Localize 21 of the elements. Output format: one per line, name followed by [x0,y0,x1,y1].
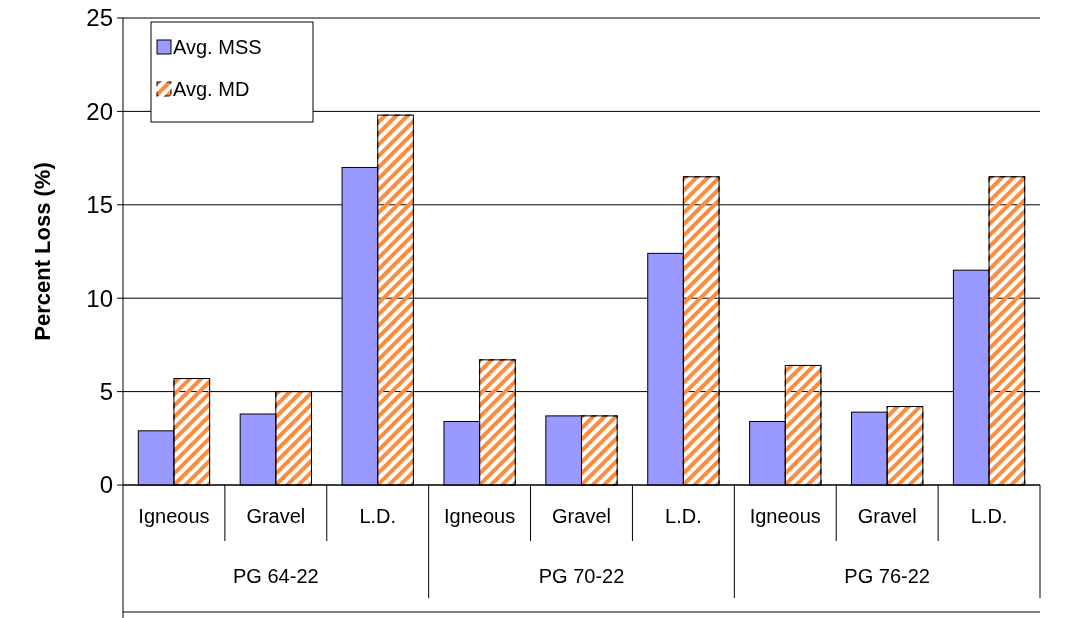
y-tick-label: 15 [86,191,113,219]
x-tick-label: Igneous [138,505,210,527]
x-tick-label: L.D. [970,505,1008,527]
x-tick-label: Igneous [444,505,516,527]
y-tick-label: 20 [86,97,113,125]
legend-label: Avg. MD [173,78,250,100]
text: PG 70-22 [538,565,625,587]
x-tick-label: L.D. [665,505,702,527]
text: PG 64-22 [233,565,319,587]
y-tick-label: 0 [99,471,113,499]
y-tick-label: 5 [99,378,113,405]
legend-label: Avg. MSS [173,36,262,58]
x-tick-label: Gravel [552,505,611,527]
y-tick-label: 25 [86,4,113,32]
x-tick-label: Gravel [857,505,917,527]
y-axis-title: Percent Loss (%) [30,162,55,341]
x-tick-label: Igneous [749,505,821,527]
y-tick-label: 10 [86,284,113,312]
x-tick-label: L.D. [359,505,397,527]
text: PG 76-22 [844,565,930,587]
x-tick-label: Gravel [246,505,306,527]
